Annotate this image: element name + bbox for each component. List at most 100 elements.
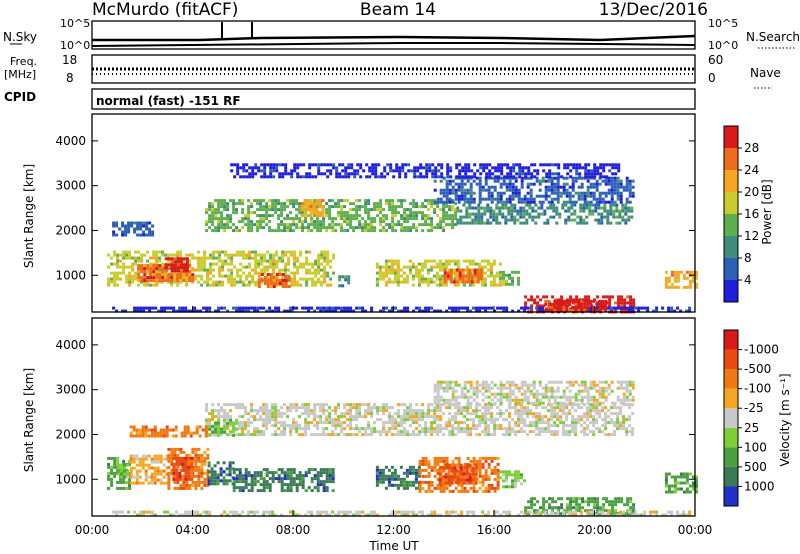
heatmap-cell <box>112 221 116 225</box>
heatmap-cell <box>508 473 511 477</box>
heatmap-cell <box>268 226 272 230</box>
heatmap-cell <box>390 477 394 481</box>
heatmap-cell <box>145 224 149 228</box>
heatmap-cell <box>358 306 362 310</box>
heatmap-cell <box>553 299 557 303</box>
heatmap-cell <box>530 172 534 176</box>
heatmap-cell <box>343 415 347 419</box>
heatmap-cell <box>465 221 469 225</box>
heatmap-cell <box>280 477 284 481</box>
heatmap-cell <box>191 273 195 277</box>
heatmap-cell <box>618 212 622 216</box>
heatmap-cell <box>427 214 431 218</box>
heatmap-cell <box>188 253 192 257</box>
heatmap-cell <box>203 256 207 260</box>
heatmap-cell <box>634 513 638 517</box>
heatmap-cell <box>144 478 148 482</box>
heatmap-cell <box>432 265 436 269</box>
heatmap-cell <box>435 277 439 281</box>
heatmap-cell <box>610 200 614 204</box>
heatmap-cell <box>305 250 309 254</box>
heatmap-cell <box>451 214 455 218</box>
heatmap-cell <box>188 279 192 283</box>
heatmap-cell <box>158 259 162 263</box>
heatmap-cell <box>676 276 680 280</box>
heatmap-cell <box>274 406 278 410</box>
heatmap-cell <box>432 259 436 263</box>
heatmap-cell <box>135 478 139 482</box>
heatmap-cell <box>478 468 482 472</box>
heatmap-cell <box>559 194 563 198</box>
heatmap-cell <box>473 163 477 167</box>
heatmap-cell <box>250 474 254 478</box>
heatmap-cell <box>274 205 278 209</box>
heatmap-cell <box>167 483 171 487</box>
heatmap-cell <box>448 182 452 186</box>
heatmap-cell <box>451 217 455 221</box>
heatmap-cell <box>514 270 517 274</box>
heatmap-cell <box>275 250 279 254</box>
heatmap-cell <box>383 166 387 170</box>
heatmap-cell <box>496 194 500 198</box>
heatmap-cell <box>331 409 335 413</box>
heatmap-cell <box>322 217 326 221</box>
heatmap-cell <box>292 477 296 481</box>
heatmap-cell <box>156 478 160 482</box>
heatmap-cell <box>487 465 491 469</box>
heatmap-cell <box>247 205 251 209</box>
heatmap-cell <box>489 271 493 275</box>
heatmap-cell <box>214 217 218 221</box>
heatmap-cell <box>379 406 383 410</box>
heatmap-cell <box>394 427 398 431</box>
heatmap-cell <box>251 280 255 284</box>
heatmap-cell <box>414 265 418 269</box>
heatmap-cell <box>331 205 335 209</box>
heatmap-cell <box>691 279 695 283</box>
heatmap-cell <box>396 477 400 481</box>
heatmap-cell <box>321 208 325 212</box>
heatmap-cell <box>586 191 590 195</box>
heatmap-cell <box>218 271 222 275</box>
heatmap-cell <box>568 194 572 198</box>
heatmap-cell <box>295 406 299 410</box>
heatmap-cell <box>448 197 452 201</box>
heatmap-cell <box>538 510 542 514</box>
heatmap-cell <box>341 175 345 179</box>
heatmap-cell <box>304 409 308 413</box>
heatmap-cell <box>624 218 628 222</box>
heatmap-cell <box>173 266 177 270</box>
heatmap-cell <box>220 306 224 310</box>
heatmap-cell <box>215 250 219 254</box>
heatmap-cell <box>532 513 536 517</box>
heatmap-cell <box>444 259 448 263</box>
heatmap-cell <box>424 306 428 310</box>
heatmap-cell <box>471 259 475 263</box>
heatmap-cell <box>519 221 523 225</box>
heatmap-cell <box>334 306 338 310</box>
heatmap-cell <box>490 185 494 189</box>
heatmap-cell <box>358 513 362 517</box>
heatmap-cell <box>182 480 186 484</box>
heatmap-cell <box>618 221 622 225</box>
heatmap-cell <box>388 199 392 203</box>
heatmap-cell <box>451 188 455 192</box>
heatmap-cell <box>543 209 547 213</box>
heatmap-cell <box>283 208 287 212</box>
heatmap-cell <box>238 486 242 490</box>
heatmap-cell <box>583 194 587 198</box>
heatmap-cell <box>437 163 441 167</box>
heatmap-cell <box>346 309 350 313</box>
heatmap-cell <box>346 510 350 514</box>
heatmap-cell <box>576 215 580 219</box>
heatmap-cell <box>272 166 276 170</box>
heatmap-cell <box>405 480 409 484</box>
heatmap-cell <box>550 302 554 306</box>
heatmap-cell <box>611 172 615 176</box>
heatmap-cell <box>557 506 561 510</box>
heatmap-cell <box>266 265 270 269</box>
heatmap-cell <box>211 418 215 422</box>
heatmap-cell <box>322 220 326 224</box>
heatmap-cell <box>553 185 557 189</box>
heatmap-cell <box>166 306 170 310</box>
heatmap-cell <box>595 513 599 517</box>
